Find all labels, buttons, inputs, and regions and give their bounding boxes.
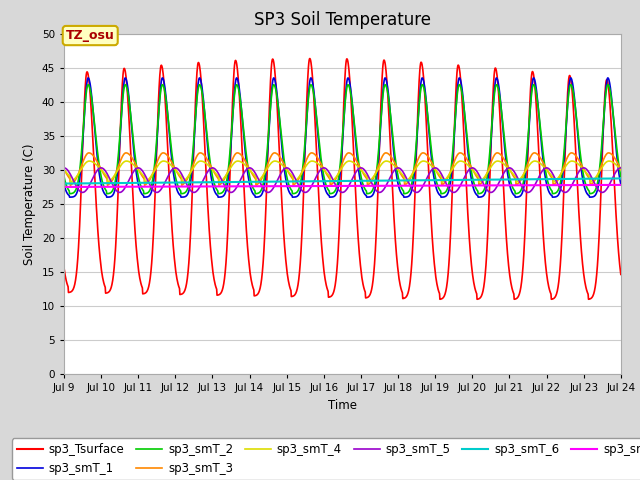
Line: sp3_smT_2: sp3_smT_2 xyxy=(64,85,621,194)
sp3_Tsurface xyxy=(60,265,68,271)
sp3_smT_6 xyxy=(308,179,316,184)
sp3_Tsurface xyxy=(436,296,444,302)
sp3_smT_5 xyxy=(126,175,134,180)
sp3_smT_2 xyxy=(126,107,134,112)
sp3_smT_2 xyxy=(308,84,316,90)
sp3_Tsurface xyxy=(308,70,316,76)
sp3_Tsurface xyxy=(378,94,385,99)
sp3_smT_6 xyxy=(377,178,385,183)
sp3_smT_5 xyxy=(378,189,385,195)
sp3_smT_2 xyxy=(378,112,385,118)
sp3_smT_2 xyxy=(318,164,326,169)
Text: TZ_osu: TZ_osu xyxy=(66,29,115,42)
Line: sp3_smT_4: sp3_smT_4 xyxy=(64,161,621,182)
sp3_smT_7 xyxy=(617,182,625,188)
Line: sp3_smT_1: sp3_smT_1 xyxy=(64,78,621,197)
sp3_smT_7 xyxy=(126,184,134,190)
sp3_smT_4 xyxy=(605,158,612,164)
sp3_smT_3 xyxy=(605,150,612,156)
sp3_smT_3 xyxy=(60,167,68,172)
sp3_smT_7 xyxy=(60,184,68,190)
sp3_smT_4 xyxy=(318,165,326,171)
Line: sp3_smT_5: sp3_smT_5 xyxy=(64,168,621,192)
sp3_smT_6 xyxy=(103,180,111,186)
sp3_smT_1 xyxy=(66,194,74,200)
sp3_smT_4 xyxy=(126,159,134,165)
sp3_smT_4 xyxy=(60,167,68,173)
sp3_smT_3 xyxy=(297,172,305,178)
Line: sp3_smT_3: sp3_smT_3 xyxy=(64,153,621,185)
sp3_smT_4 xyxy=(378,162,385,168)
sp3_smT_5 xyxy=(308,182,316,188)
X-axis label: Time: Time xyxy=(328,399,357,412)
Y-axis label: Soil Temperature (C): Soil Temperature (C) xyxy=(23,143,36,265)
Line: sp3_smT_7: sp3_smT_7 xyxy=(64,185,621,187)
sp3_smT_1 xyxy=(318,172,326,178)
sp3_smT_1 xyxy=(297,187,305,192)
sp3_smT_6 xyxy=(60,180,68,186)
sp3_smT_2 xyxy=(604,82,612,88)
sp3_smT_3 xyxy=(378,156,385,162)
sp3_smT_7 xyxy=(318,183,326,189)
sp3_smT_7 xyxy=(377,183,385,189)
sp3_smT_4 xyxy=(297,172,305,178)
sp3_smT_6 xyxy=(296,179,304,184)
sp3_smT_3 xyxy=(318,163,326,169)
sp3_smT_3 xyxy=(126,153,134,158)
sp3_Tsurface xyxy=(318,250,326,255)
sp3_smT_7 xyxy=(296,183,304,189)
sp3_smT_6 xyxy=(617,176,625,181)
sp3_smT_4 xyxy=(308,158,316,164)
sp3_smT_3 xyxy=(308,150,316,156)
sp3_smT_5 xyxy=(297,186,305,192)
sp3_smT_7 xyxy=(308,183,316,189)
sp3_smT_1 xyxy=(104,194,111,200)
Line: sp3_smT_6: sp3_smT_6 xyxy=(64,179,621,183)
sp3_Tsurface xyxy=(617,272,625,277)
Line: sp3_Tsurface: sp3_Tsurface xyxy=(64,59,621,299)
sp3_Tsurface xyxy=(103,290,111,296)
sp3_smT_1 xyxy=(378,114,385,120)
sp3_smT_5 xyxy=(60,165,68,171)
sp3_Tsurface xyxy=(296,260,304,266)
sp3_smT_5 xyxy=(318,166,326,171)
sp3_smT_1 xyxy=(308,78,316,84)
sp3_smT_2 xyxy=(104,191,111,196)
sp3_smT_6 xyxy=(126,180,134,186)
Legend: sp3_Tsurface, sp3_smT_1, sp3_smT_2, sp3_smT_3, sp3_smT_4, sp3_smT_5, sp3_smT_6, : sp3_Tsurface, sp3_smT_1, sp3_smT_2, sp3_… xyxy=(12,438,640,480)
sp3_Tsurface xyxy=(126,131,134,136)
sp3_Tsurface xyxy=(306,56,314,61)
sp3_smT_2 xyxy=(617,174,625,180)
sp3_smT_1 xyxy=(126,107,134,112)
sp3_smT_2 xyxy=(60,174,68,180)
sp3_smT_3 xyxy=(617,167,625,172)
sp3_smT_1 xyxy=(617,181,625,187)
sp3_smT_5 xyxy=(617,165,625,171)
sp3_smT_5 xyxy=(104,171,111,177)
sp3_smT_3 xyxy=(67,182,74,188)
sp3_smT_2 xyxy=(297,180,305,185)
sp3_smT_1 xyxy=(604,75,612,81)
sp3_smT_1 xyxy=(60,181,68,187)
sp3_smT_4 xyxy=(104,174,111,180)
sp3_smT_6 xyxy=(318,178,326,184)
sp3_smT_4 xyxy=(67,180,74,185)
sp3_smT_3 xyxy=(104,182,111,188)
sp3_smT_2 xyxy=(66,191,74,197)
Title: SP3 Soil Temperature: SP3 Soil Temperature xyxy=(254,11,431,29)
sp3_smT_5 xyxy=(79,190,86,195)
sp3_smT_4 xyxy=(617,167,625,173)
sp3_smT_7 xyxy=(103,184,111,190)
